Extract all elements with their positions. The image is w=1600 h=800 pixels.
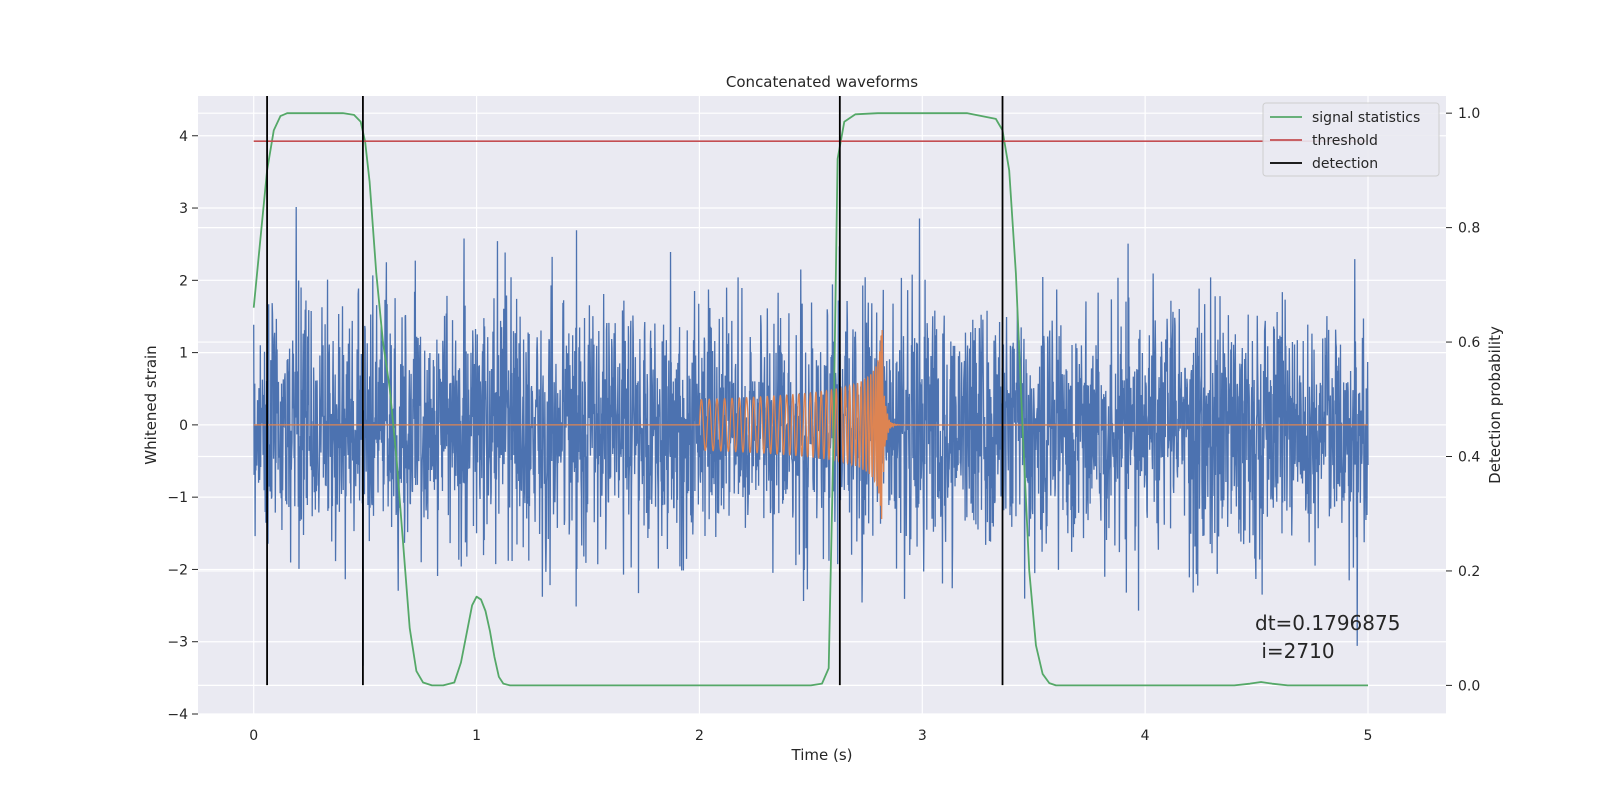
y-tick-label: 3 [179, 201, 188, 217]
legend: signal statistics threshold detection [1262, 102, 1440, 177]
y-tick-label: −4 [167, 707, 188, 723]
legend-label-signal-statistics: signal statistics [1312, 110, 1420, 126]
y-tick-label: 1 [179, 346, 188, 362]
detection-series [266, 96, 1004, 686]
y-tick-label: −2 [167, 562, 188, 578]
y-axis-ticks: −4 −3 −2 −1 0 1 2 3 4 [167, 129, 198, 723]
x-tick-label: 0 [249, 728, 258, 744]
y2-tick-label: 0.0 [1458, 678, 1480, 694]
injection-line [253, 330, 1369, 520]
annotation-index: i=2710 [1255, 639, 1335, 663]
y2-tick-label: 0.8 [1458, 221, 1480, 237]
annotation-dt: dt=0.1796875 [1255, 611, 1400, 635]
legend-label-detection: detection [1312, 156, 1378, 172]
injection-series [253, 330, 1369, 520]
y-tick-label: −1 [167, 490, 188, 506]
y2-tick-label: 0.4 [1458, 450, 1480, 466]
x-tick-label: 2 [695, 728, 704, 744]
y-tick-label: 2 [179, 273, 188, 289]
x-tick-label: 4 [1141, 728, 1150, 744]
x-axis-label: Time (s) [791, 746, 853, 764]
y2-axis-label: Detection probability [1486, 326, 1504, 484]
x-tick-label: 1 [472, 728, 481, 744]
y-axis-label: Whitened strain [142, 345, 160, 464]
legend-label-threshold: threshold [1312, 133, 1378, 149]
y-tick-label: −3 [167, 635, 188, 651]
y2-axis-ticks: 0.0 0.2 0.4 0.6 0.8 1.0 [1446, 106, 1480, 694]
y-tick-label: 0 [179, 418, 188, 434]
legend-box [1262, 102, 1440, 177]
x-tick-label: 3 [918, 728, 927, 744]
y2-tick-label: 0.6 [1458, 335, 1480, 351]
x-tick-label: 5 [1364, 728, 1373, 744]
y2-tick-label: 0.2 [1458, 564, 1480, 580]
x-axis-ticks: 0 1 2 3 4 5 [249, 728, 1372, 744]
chart-title: Concatenated waveforms [726, 73, 918, 91]
y2-tick-label: 1.0 [1458, 106, 1480, 122]
y-tick-label: 4 [179, 129, 188, 145]
